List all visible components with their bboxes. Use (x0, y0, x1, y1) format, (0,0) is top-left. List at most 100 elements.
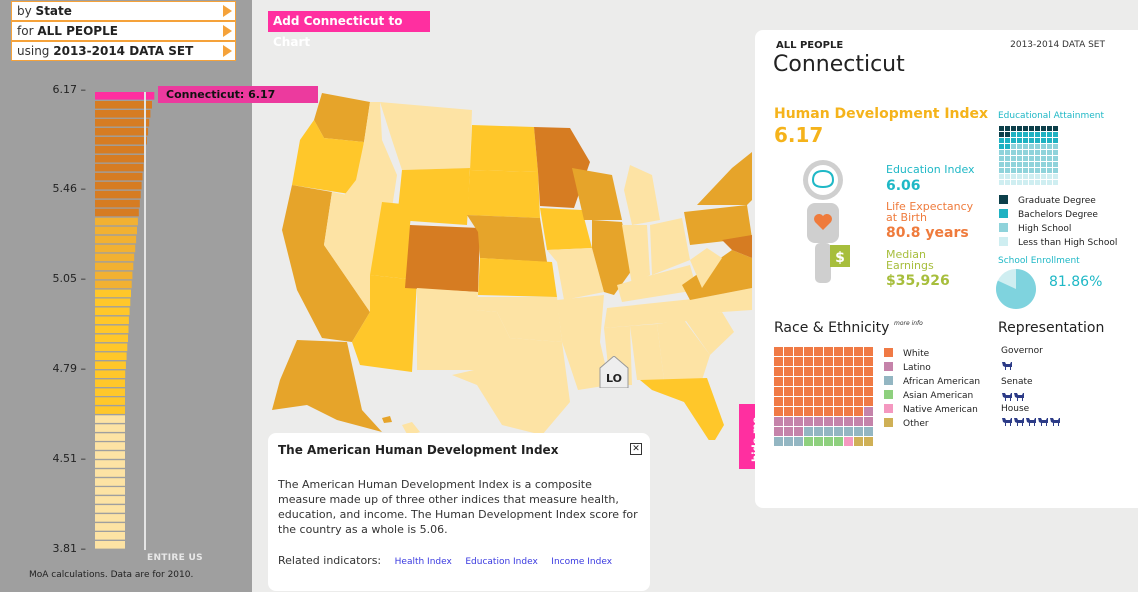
state-california[interactable] (282, 185, 370, 342)
bar[interactable] (95, 244, 136, 253)
state-tennessee[interactable] (604, 298, 702, 328)
state-montana[interactable] (380, 102, 472, 170)
bar[interactable] (95, 541, 125, 549)
bar[interactable] (95, 469, 125, 477)
bar[interactable] (95, 307, 130, 316)
bar[interactable] (95, 226, 137, 235)
bar[interactable] (95, 217, 138, 226)
bar[interactable] (95, 110, 151, 118)
bar[interactable] (95, 406, 125, 414)
group-by-selector[interactable]: by State (11, 1, 236, 21)
bar[interactable] (95, 442, 125, 450)
state-alabama[interactable] (630, 324, 664, 380)
bar[interactable] (95, 505, 125, 513)
state-oregon[interactable] (292, 120, 364, 195)
bar[interactable] (95, 424, 125, 432)
bar[interactable] (95, 271, 133, 280)
bar[interactable] (95, 352, 127, 360)
bar[interactable] (95, 316, 129, 325)
state-nebraska[interactable] (467, 215, 547, 262)
bar[interactable] (95, 262, 134, 271)
bar[interactable] (95, 127, 149, 136)
bar[interactable] (95, 523, 125, 531)
louisiana-badge[interactable]: LO (598, 356, 630, 388)
bar[interactable] (95, 496, 125, 504)
state-south-dakota[interactable] (467, 170, 540, 218)
us-map[interactable]: HI (252, 80, 752, 440)
state-colorado[interactable] (405, 225, 480, 292)
state-north-dakota[interactable] (470, 125, 538, 172)
bar[interactable] (95, 190, 141, 199)
more-info-link[interactable]: more info (894, 320, 923, 327)
bar[interactable] (95, 478, 125, 486)
state-virginia[interactable] (682, 250, 752, 300)
bar[interactable] (95, 289, 131, 298)
state-hawaii[interactable] (402, 422, 420, 436)
close-icon[interactable]: ✕ (630, 443, 642, 455)
bar[interactable] (95, 361, 126, 369)
state-illinois[interactable] (592, 220, 632, 295)
add-to-chart-button[interactable]: Add Connecticut to Chart (268, 11, 430, 49)
state-new-york[interactable] (697, 152, 752, 205)
state-pennsylvania[interactable] (684, 205, 752, 245)
bar[interactable] (95, 136, 147, 145)
link-income-index[interactable]: Income Index (551, 557, 613, 567)
bar[interactable] (95, 397, 125, 405)
bar[interactable] (95, 172, 143, 181)
dataset-selector[interactable]: using 2013-2014 DATA SET (11, 41, 236, 61)
bar[interactable] (95, 343, 128, 352)
state-missouri[interactable] (547, 248, 604, 300)
state-new-mexico[interactable] (417, 288, 478, 370)
link-health-index[interactable]: Health Index (394, 557, 452, 567)
state-indiana[interactable] (622, 225, 650, 285)
bar[interactable] (95, 298, 131, 307)
bar[interactable] (95, 118, 150, 127)
bar[interactable] (95, 451, 125, 459)
bar[interactable] (95, 235, 137, 244)
bar[interactable] (95, 208, 139, 217)
state-ohio[interactable] (650, 218, 690, 275)
bar[interactable] (95, 415, 125, 423)
state-nevada[interactable] (324, 192, 382, 312)
state-wisconsin[interactable] (572, 168, 622, 220)
state-alaska[interactable] (272, 340, 382, 432)
state-north-carolina[interactable] (682, 288, 752, 320)
link-education-index[interactable]: Education Index (465, 557, 538, 567)
state-oklahoma[interactable] (474, 297, 562, 342)
state-louisiana[interactable] (562, 342, 610, 390)
hide-me-button[interactable]: hide me (739, 404, 762, 469)
state-washington[interactable] (314, 93, 370, 142)
bar[interactable] (95, 181, 142, 190)
state-florida[interactable] (640, 378, 724, 440)
bar[interactable] (95, 532, 125, 540)
bar[interactable] (95, 101, 152, 109)
state-wyoming[interactable] (397, 168, 470, 225)
bar[interactable] (95, 280, 132, 289)
state-south-carolina[interactable] (684, 312, 734, 355)
state-minnesota[interactable] (534, 127, 590, 208)
state-kansas[interactable] (478, 258, 557, 297)
population-selector[interactable]: for ALL PEOPLE (11, 21, 236, 41)
state-idaho[interactable] (342, 102, 397, 208)
bar[interactable] (95, 370, 126, 378)
bar[interactable] (95, 334, 128, 343)
state-iowa[interactable] (540, 208, 592, 250)
bar[interactable] (95, 253, 135, 262)
state-georgia[interactable] (657, 320, 710, 380)
bar[interactable] (95, 325, 129, 334)
bar[interactable] (95, 154, 145, 163)
bar[interactable] (95, 163, 144, 172)
state-maryland[interactable] (722, 235, 752, 258)
bar[interactable] (95, 199, 140, 208)
bar[interactable] (95, 379, 125, 387)
state-michigan[interactable] (624, 165, 660, 225)
state-arizona[interactable] (352, 275, 417, 372)
bar[interactable] (95, 92, 155, 100)
state-west-virginia[interactable] (690, 248, 722, 288)
state-hawaii-islands[interactable] (382, 416, 392, 423)
bar[interactable] (95, 460, 125, 468)
state-kentucky[interactable] (617, 265, 697, 302)
state-texas[interactable] (452, 310, 570, 435)
bar[interactable] (95, 514, 125, 522)
bar[interactable] (95, 388, 125, 396)
